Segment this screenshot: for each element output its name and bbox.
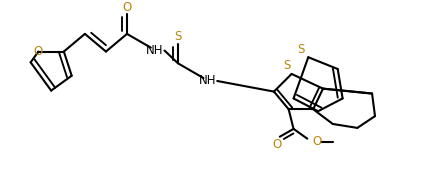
Text: O: O [272,138,281,151]
Text: O: O [312,135,321,148]
Text: NH: NH [198,75,216,88]
Text: S: S [283,59,290,72]
Text: S: S [174,30,181,43]
Text: S: S [297,43,304,56]
Text: O: O [34,45,43,58]
Text: NH: NH [146,44,163,57]
Text: O: O [122,1,132,14]
